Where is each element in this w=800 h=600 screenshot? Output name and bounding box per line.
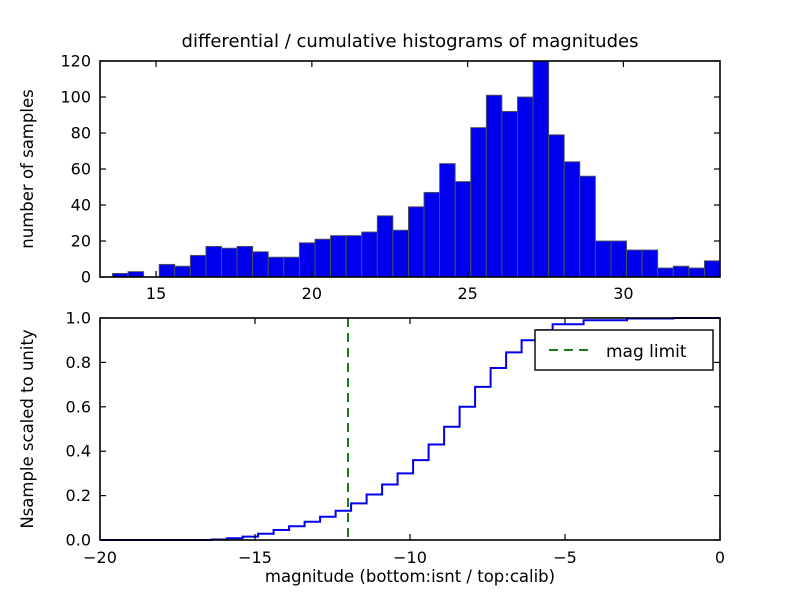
histogram-bar xyxy=(315,239,331,277)
tick-label-x: −15 xyxy=(238,548,272,567)
tick-label-y: 1.0 xyxy=(66,309,91,328)
legend-label-mag-limit: mag limit xyxy=(606,342,687,362)
tick-label-x: 15 xyxy=(146,284,166,303)
tick-label-x: 25 xyxy=(457,284,477,303)
top-y-axis-label: number of samples xyxy=(18,89,37,248)
histogram-bar xyxy=(533,61,549,277)
histogram-bar xyxy=(595,241,611,277)
tick-label-x: −10 xyxy=(393,548,427,567)
histogram-bar xyxy=(502,111,518,277)
histogram-bar xyxy=(362,232,378,277)
figure-container: differential / cumulative histograms of … xyxy=(0,0,800,600)
histogram-bar xyxy=(486,95,502,277)
tick-label-y: 40 xyxy=(71,196,91,215)
tick-label-y: 0.8 xyxy=(66,353,91,372)
histogram-bars xyxy=(112,61,720,277)
figure-canvas: differential / cumulative histograms of … xyxy=(0,0,800,600)
histogram-bar xyxy=(299,243,315,277)
histogram-bar xyxy=(689,268,705,277)
histogram-bar xyxy=(517,97,533,277)
histogram-bar xyxy=(564,162,580,277)
histogram-bar xyxy=(159,264,175,277)
histogram-bar xyxy=(237,246,253,277)
histogram-bar xyxy=(284,257,300,277)
bottom-y-axis-label: Nsample scaled to unity xyxy=(18,329,37,529)
tick-label-y: 0.4 xyxy=(66,442,91,461)
histogram-bar xyxy=(580,176,596,277)
histogram-bar xyxy=(128,272,144,277)
histogram-bar xyxy=(377,216,393,277)
bottom-x-axis-label: magnitude (bottom:isnt / top:calib) xyxy=(265,567,555,586)
tick-label-x: −5 xyxy=(553,548,577,567)
histogram-bar xyxy=(346,236,362,277)
histogram-bar xyxy=(642,250,658,277)
histogram-bar xyxy=(440,164,456,277)
tick-label-y: 20 xyxy=(71,232,91,251)
histogram-bar xyxy=(206,246,222,277)
histogram-bar xyxy=(393,230,409,277)
tick-label-y: 120 xyxy=(60,52,91,71)
histogram-bar xyxy=(549,135,565,277)
histogram-bar xyxy=(627,250,643,277)
tick-label-x: 20 xyxy=(302,284,322,303)
histogram-bar xyxy=(331,236,347,277)
tick-label-y: 0 xyxy=(81,268,91,287)
legend[interactable]: mag limit xyxy=(535,330,713,370)
tick-label-y: 0.2 xyxy=(66,486,91,505)
tick-label-y: 80 xyxy=(71,124,91,143)
histogram-bar xyxy=(253,252,269,277)
chart-title: differential / cumulative histograms of … xyxy=(182,31,639,52)
histogram-bar xyxy=(673,266,689,277)
histogram-bar xyxy=(658,268,674,277)
histogram-bar xyxy=(175,266,191,277)
tick-label-x: 30 xyxy=(613,284,633,303)
tick-label-x: −20 xyxy=(83,548,117,567)
top-axes: differential / cumulative histograms of … xyxy=(18,31,720,303)
tick-label-y: 100 xyxy=(60,88,91,107)
histogram-bar xyxy=(408,207,424,277)
tick-label-x: 0 xyxy=(715,548,725,567)
tick-label-y: 0.6 xyxy=(66,397,91,416)
histogram-bar xyxy=(471,128,487,277)
histogram-bar xyxy=(455,182,471,277)
histogram-bar xyxy=(611,241,627,277)
bottom-axes: 0.0 0.2 0.4 0.6 0.8 1.0 −20 −15 −10 −5 0 Nsample … xyxy=(18,309,725,587)
histogram-bar xyxy=(190,255,206,277)
tick-label-y: 0.0 xyxy=(66,531,91,550)
histogram-bar xyxy=(704,261,720,277)
histogram-bar xyxy=(268,257,284,277)
histogram-bar xyxy=(424,192,440,277)
histogram-bar xyxy=(222,248,238,277)
tick-label-y: 60 xyxy=(71,160,91,179)
